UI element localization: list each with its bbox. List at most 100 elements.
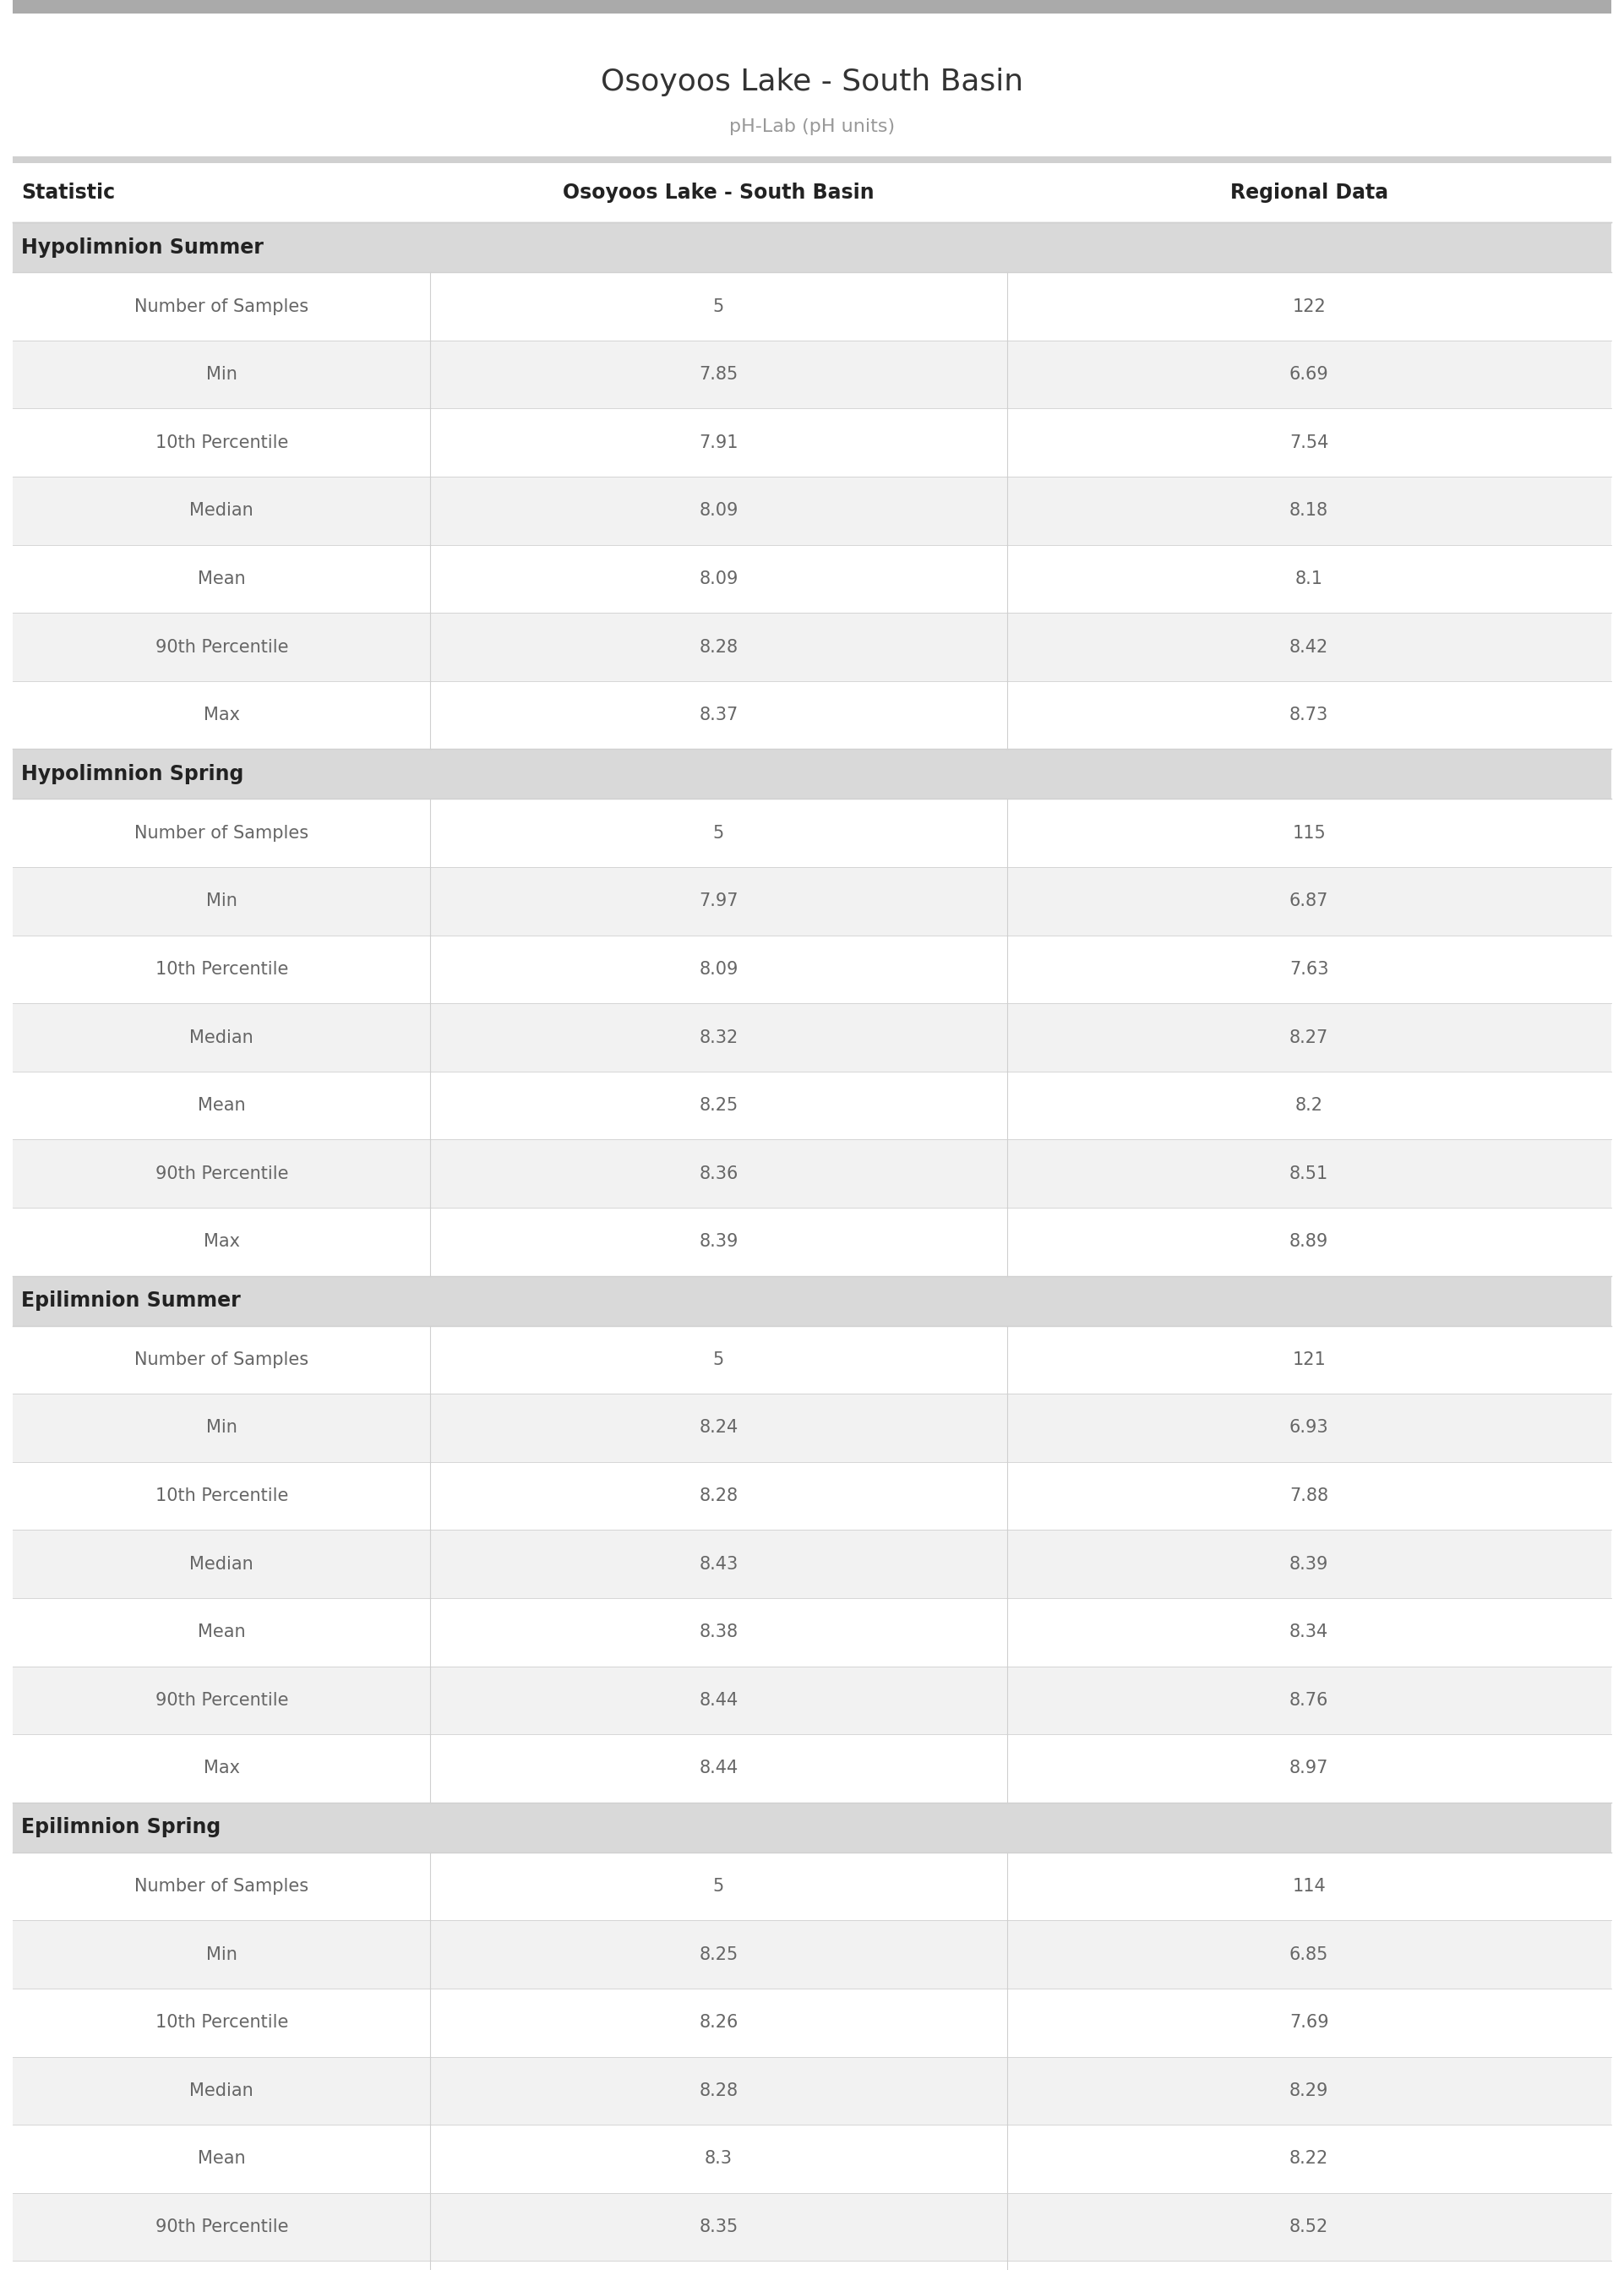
- Bar: [430, 1666, 1611, 1734]
- Bar: [13, 1666, 1611, 1734]
- Text: 7.69: 7.69: [1289, 2013, 1328, 2032]
- Text: 115: 115: [1293, 824, 1325, 842]
- Bar: [13, 2193, 1611, 2261]
- Bar: [430, 867, 1611, 935]
- Bar: [13, 1208, 1611, 1276]
- Text: 7.88: 7.88: [1289, 1487, 1328, 1505]
- Text: 8.76: 8.76: [1289, 1691, 1328, 1709]
- Bar: [13, 1920, 1611, 1989]
- Text: 8.24: 8.24: [698, 1419, 739, 1437]
- Text: Max: Max: [203, 1759, 240, 1777]
- Text: 8.51: 8.51: [1289, 1165, 1328, 1183]
- Bar: [13, 2125, 1611, 2193]
- Bar: [13, 222, 1611, 272]
- Text: 7.91: 7.91: [698, 434, 739, 452]
- Bar: [13, 1140, 1611, 1208]
- Bar: [430, 2057, 1611, 2125]
- Text: 8.34: 8.34: [1289, 1623, 1328, 1641]
- Bar: [13, 1326, 1611, 1394]
- Text: 8.35: 8.35: [698, 2218, 739, 2236]
- Text: 8.73: 8.73: [1289, 706, 1328, 724]
- Text: Number of Samples: Number of Samples: [135, 824, 309, 842]
- Bar: [13, 613, 1611, 681]
- Text: 8.09: 8.09: [698, 960, 739, 978]
- Text: 90th Percentile: 90th Percentile: [156, 638, 287, 656]
- Text: 10th Percentile: 10th Percentile: [156, 2013, 287, 2032]
- Text: 122: 122: [1293, 297, 1325, 316]
- Text: 8.52: 8.52: [1289, 2218, 1328, 2236]
- Text: 8.09: 8.09: [698, 502, 739, 520]
- Text: Max: Max: [203, 1233, 240, 1251]
- Bar: [430, 1530, 1611, 1598]
- Text: 8.37: 8.37: [698, 706, 739, 724]
- Text: 5: 5: [713, 1877, 724, 1895]
- Bar: [13, 477, 1611, 545]
- Bar: [13, 1276, 1611, 1326]
- Bar: [13, 409, 1611, 477]
- Text: 8.43: 8.43: [698, 1555, 739, 1573]
- Bar: [13, 1989, 1611, 2057]
- Bar: [13, 867, 1611, 935]
- Text: Max: Max: [203, 706, 240, 724]
- Text: 7.85: 7.85: [698, 365, 739, 384]
- Text: 10th Percentile: 10th Percentile: [156, 1487, 287, 1505]
- Bar: [13, 1598, 1611, 1666]
- Bar: [13, 272, 1611, 340]
- Text: 8.44: 8.44: [698, 1759, 739, 1777]
- Text: 7.54: 7.54: [1289, 434, 1328, 452]
- Bar: [13, 1734, 1611, 1802]
- Text: 121: 121: [1293, 1351, 1325, 1369]
- Text: 8.26: 8.26: [698, 2013, 739, 2032]
- Text: Median: Median: [190, 502, 253, 520]
- Bar: [13, 749, 1611, 799]
- Text: 8.25: 8.25: [698, 1945, 739, 1964]
- Text: 6.93: 6.93: [1289, 1419, 1328, 1437]
- Bar: [13, 545, 1611, 613]
- Bar: [13, 1394, 1611, 1462]
- Text: 8.25: 8.25: [698, 1096, 739, 1115]
- Text: Mean: Mean: [198, 2150, 245, 2168]
- Text: 5: 5: [713, 824, 724, 842]
- Text: 90th Percentile: 90th Percentile: [156, 2218, 287, 2236]
- Text: 8.2: 8.2: [1294, 1096, 1324, 1115]
- Text: Epilimnion Summer: Epilimnion Summer: [21, 1292, 240, 1310]
- Text: 8.42: 8.42: [1289, 638, 1328, 656]
- Bar: [13, 1530, 1611, 1598]
- Text: 8.22: 8.22: [1289, 2150, 1328, 2168]
- Text: 7.97: 7.97: [698, 892, 739, 910]
- Text: Number of Samples: Number of Samples: [135, 297, 309, 316]
- Text: Mean: Mean: [198, 1623, 245, 1641]
- Text: 8.28: 8.28: [700, 1487, 737, 1505]
- Text: 6.87: 6.87: [1289, 892, 1328, 910]
- Text: Min: Min: [206, 1419, 237, 1437]
- Bar: [13, 935, 1611, 1003]
- Bar: [13, 1802, 1611, 1852]
- Text: 114: 114: [1293, 1877, 1325, 1895]
- Text: Min: Min: [206, 892, 237, 910]
- Text: 8.39: 8.39: [1289, 1555, 1328, 1573]
- Bar: [430, 477, 1611, 545]
- Text: 8.09: 8.09: [698, 570, 739, 588]
- Text: 8.32: 8.32: [698, 1028, 739, 1046]
- Text: 8.38: 8.38: [700, 1623, 737, 1641]
- Bar: [430, 2193, 1611, 2261]
- Text: Number of Samples: Number of Samples: [135, 1877, 309, 1895]
- Bar: [13, 2057, 1611, 2125]
- Text: Epilimnion Spring: Epilimnion Spring: [21, 1818, 221, 1836]
- Text: 8.18: 8.18: [1289, 502, 1328, 520]
- Text: 8.27: 8.27: [1289, 1028, 1328, 1046]
- Text: Mean: Mean: [198, 570, 245, 588]
- Text: Hypolimnion Spring: Hypolimnion Spring: [21, 765, 244, 783]
- Text: Number of Samples: Number of Samples: [135, 1351, 309, 1369]
- Bar: [13, 1071, 1611, 1140]
- Bar: [430, 1003, 1611, 1071]
- Text: 8.97: 8.97: [1289, 1759, 1328, 1777]
- Text: 8.44: 8.44: [698, 1691, 739, 1709]
- Bar: [430, 1140, 1611, 1208]
- Text: 10th Percentile: 10th Percentile: [156, 960, 287, 978]
- Text: Median: Median: [190, 2082, 253, 2100]
- Text: Min: Min: [206, 365, 237, 384]
- Bar: [13, 1003, 1611, 1071]
- Bar: [13, 1852, 1611, 1920]
- Text: Osoyoos Lake - South Basin: Osoyoos Lake - South Basin: [601, 68, 1023, 95]
